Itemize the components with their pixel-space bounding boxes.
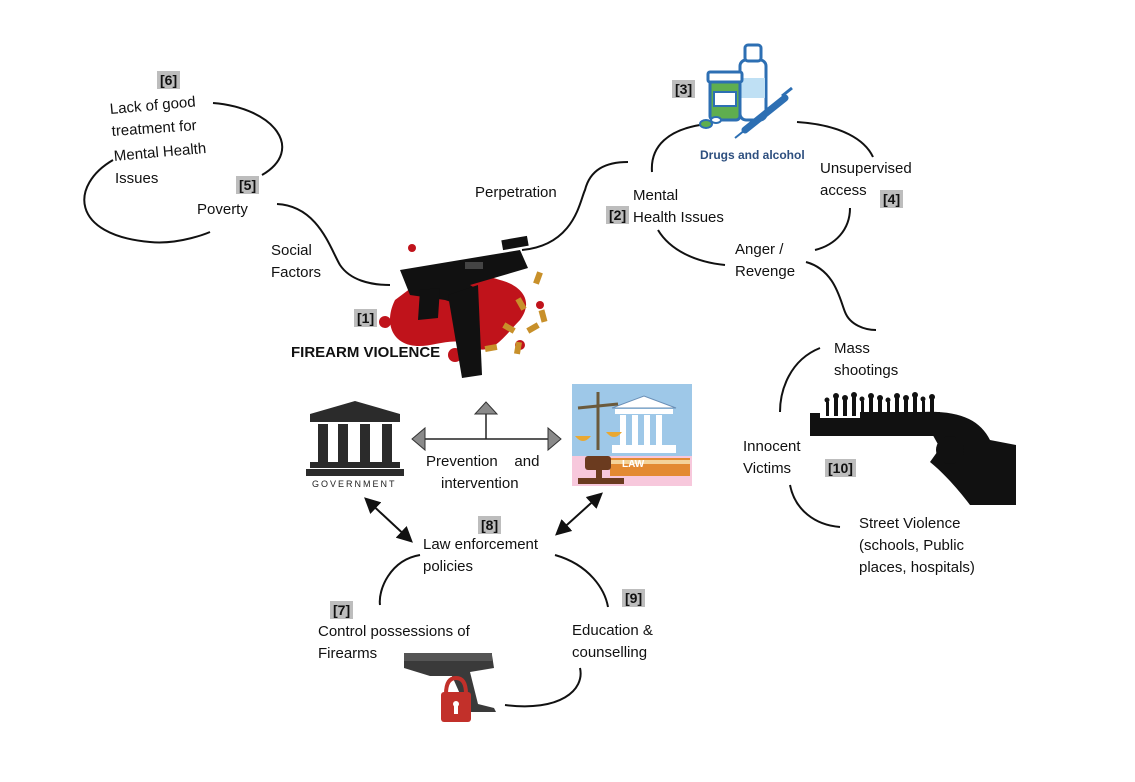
- double-arrows: [364, 492, 603, 543]
- badge-5: [5]: [236, 176, 260, 194]
- node2-line2: Health Issues: [633, 209, 724, 226]
- arc-unsupervised-anger: [814, 207, 851, 251]
- arc-education-pistol: [504, 667, 582, 708]
- node9-line1: Education &: [572, 622, 653, 639]
- government-building-icon: [306, 401, 404, 476]
- prevention-line1: Prevention and: [426, 453, 540, 470]
- law-book-caption: LAW: [622, 459, 645, 470]
- node6-line4: Issues: [115, 170, 159, 187]
- arc-law-control: [378, 554, 421, 606]
- revolver-crowd-icon: [810, 392, 1016, 505]
- street-line3: places, hospitals): [859, 559, 975, 576]
- drugs-alcohol-icon: [699, 43, 793, 139]
- arc-perpetration-mental: [521, 161, 629, 251]
- law-justice-icon: [572, 384, 692, 486]
- prevention-line2: intervention: [441, 475, 519, 492]
- crowd-silhouettes: [824, 392, 935, 416]
- cycle-arcs: [83, 102, 877, 708]
- arrow-justice-law: [555, 492, 603, 536]
- badge-9: [9]: [622, 589, 646, 607]
- social-factors-line1: Social: [271, 242, 312, 259]
- badge-6: [6]: [157, 71, 181, 89]
- arc-node3-right: [796, 121, 874, 158]
- badge-10: [10]: [825, 459, 856, 477]
- badge-8: [8]: [478, 516, 502, 534]
- anger-line1: Anger /: [735, 241, 784, 258]
- arc-mental-anger: [657, 229, 726, 266]
- arc-node6-top: [212, 102, 284, 176]
- node7-line2: Firearms: [318, 645, 378, 662]
- node7-line1: Control possessions of: [318, 623, 470, 640]
- prevention-arrow-hub: [411, 401, 562, 452]
- arc-innocent-street: [789, 484, 841, 528]
- badge-1: [1]: [354, 309, 378, 327]
- anger-line2: Revenge: [735, 263, 796, 280]
- mass-line1: Mass: [834, 340, 870, 357]
- street-line2: (schools, Public: [859, 537, 965, 554]
- arc-node6-left: [83, 159, 211, 244]
- uzi-gun-icon: [379, 235, 548, 378]
- arc-poverty-social: [276, 203, 391, 286]
- node1-label: FIREARM VIOLENCE: [291, 344, 441, 361]
- perpetration-label: Perpetration: [475, 184, 557, 201]
- node9-line2: counselling: [572, 644, 648, 661]
- government-caption: GOVERNMENT: [312, 479, 397, 489]
- badge-3: [3]: [672, 80, 696, 98]
- arc-law-education: [554, 554, 609, 608]
- node2-line1: Mental: [633, 187, 679, 204]
- drugs-alcohol-caption: Drugs and alcohol: [700, 148, 805, 162]
- mass-line2: shootings: [834, 362, 899, 379]
- locked-pistol-icon: [404, 653, 496, 722]
- node10-line2: Victims: [743, 460, 792, 477]
- node8-line2: policies: [423, 558, 474, 575]
- badge-7: [7]: [330, 601, 354, 619]
- node4-line2: access: [820, 182, 867, 199]
- arrow-government-law: [364, 497, 413, 543]
- node5-label: Poverty: [197, 201, 248, 218]
- badge-2: [2]: [606, 206, 630, 224]
- node10-line1: Innocent: [743, 438, 801, 455]
- badge-4: [4]: [880, 190, 904, 208]
- social-factors-line2: Factors: [271, 264, 322, 281]
- node8-line1: Law enforcement: [423, 536, 539, 553]
- arc-node3-left: [650, 124, 701, 173]
- node4-line1: Unsupervised: [820, 160, 912, 177]
- arc-anger-mass: [805, 261, 877, 331]
- street-line1: Street Violence: [859, 515, 961, 532]
- arc-mass-innocent: [779, 347, 821, 413]
